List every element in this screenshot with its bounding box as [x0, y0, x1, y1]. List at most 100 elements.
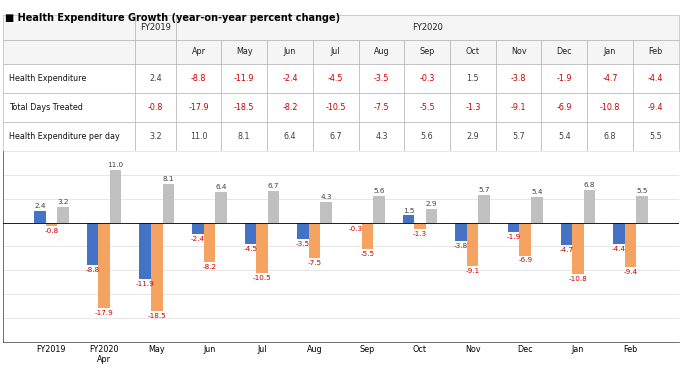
Bar [520, 223, 531, 255]
Bar [175, 40, 221, 64]
Text: 2.4: 2.4 [34, 203, 46, 209]
Text: 5.7: 5.7 [512, 132, 525, 141]
Text: -9.4: -9.4 [624, 269, 638, 275]
Text: 6.4: 6.4 [284, 132, 296, 141]
Text: -2.4: -2.4 [282, 74, 298, 83]
Bar [373, 196, 385, 223]
Bar [613, 223, 625, 244]
Text: -10.5: -10.5 [326, 103, 346, 112]
Bar [215, 192, 226, 223]
Bar [587, 122, 633, 151]
Text: Dec: Dec [556, 47, 572, 56]
Text: -4.5: -4.5 [328, 74, 343, 83]
Bar [531, 197, 543, 223]
Text: 5.6: 5.6 [421, 132, 433, 141]
Text: Jun: Jun [284, 47, 296, 56]
Text: -8.2: -8.2 [282, 103, 298, 112]
Text: -8.2: -8.2 [203, 264, 216, 270]
Bar [163, 184, 174, 223]
Text: -3.8: -3.8 [511, 74, 526, 83]
Text: 1.5: 1.5 [466, 74, 479, 83]
Bar [450, 40, 496, 64]
Bar [221, 64, 267, 93]
Bar [633, 93, 679, 122]
Text: -8.8: -8.8 [86, 266, 99, 272]
Text: -10.8: -10.8 [600, 103, 620, 112]
Bar [110, 170, 122, 223]
Text: -4.7: -4.7 [602, 74, 618, 83]
Bar [350, 223, 362, 224]
Bar [450, 64, 496, 93]
Bar [467, 223, 479, 266]
Bar [560, 223, 572, 245]
Text: Aug: Aug [373, 47, 389, 56]
Bar [3, 64, 135, 93]
Text: -9.1: -9.1 [466, 268, 479, 274]
Text: 2.9: 2.9 [466, 132, 479, 141]
Bar [3, 122, 135, 151]
Bar [404, 40, 450, 64]
Bar [313, 40, 358, 64]
Text: 8.1: 8.1 [163, 176, 174, 182]
Text: 5.4: 5.4 [558, 132, 571, 141]
Bar [358, 40, 404, 64]
Text: -1.9: -1.9 [556, 74, 572, 83]
Bar [404, 122, 450, 151]
Bar [135, 122, 175, 151]
Text: -3.5: -3.5 [373, 74, 389, 83]
Bar [496, 64, 541, 93]
Bar [450, 122, 496, 151]
Text: FY2020: FY2020 [411, 23, 443, 32]
Bar [541, 122, 587, 151]
Bar [496, 122, 541, 151]
Text: -11.9: -11.9 [234, 74, 254, 83]
Bar [268, 191, 279, 223]
Bar [57, 207, 69, 223]
Bar [245, 223, 256, 244]
Text: Sep: Sep [420, 47, 435, 56]
Bar [175, 15, 679, 40]
Text: 5.5: 5.5 [649, 132, 662, 141]
Bar [587, 40, 633, 64]
Bar [135, 93, 175, 122]
Bar [313, 93, 358, 122]
Bar [496, 40, 541, 64]
Bar [309, 223, 320, 258]
Bar [256, 223, 268, 273]
Bar [297, 223, 309, 239]
Text: 5.4: 5.4 [531, 189, 543, 195]
Text: 8.1: 8.1 [238, 132, 250, 141]
Bar [192, 223, 203, 234]
Text: 6.8: 6.8 [583, 182, 595, 188]
Text: 1.5: 1.5 [403, 207, 414, 214]
Text: 5.6: 5.6 [373, 188, 385, 194]
Bar [135, 15, 175, 40]
Text: May: May [236, 47, 252, 56]
Bar [633, 40, 679, 64]
Bar [414, 223, 426, 229]
Text: -11.9: -11.9 [136, 281, 154, 287]
Bar [426, 209, 437, 223]
Bar [479, 195, 490, 223]
Bar [313, 122, 358, 151]
Text: -0.8: -0.8 [44, 228, 58, 234]
Text: -0.3: -0.3 [349, 226, 363, 232]
Text: -18.5: -18.5 [148, 313, 166, 319]
Text: -17.9: -17.9 [188, 103, 209, 112]
Text: Feb: Feb [649, 47, 663, 56]
Bar [587, 93, 633, 122]
Text: 11.0: 11.0 [190, 132, 207, 141]
Bar [541, 93, 587, 122]
Text: Nov: Nov [511, 47, 526, 56]
Bar [358, 64, 404, 93]
Text: -18.5: -18.5 [234, 103, 254, 112]
Text: -6.9: -6.9 [518, 258, 532, 263]
Text: -9.4: -9.4 [648, 103, 664, 112]
Text: 6.7: 6.7 [329, 132, 342, 141]
Bar [87, 223, 99, 264]
Bar [34, 211, 46, 223]
Bar [267, 40, 313, 64]
Bar [3, 93, 135, 122]
Text: 11.0: 11.0 [107, 162, 124, 168]
Bar [403, 215, 414, 223]
